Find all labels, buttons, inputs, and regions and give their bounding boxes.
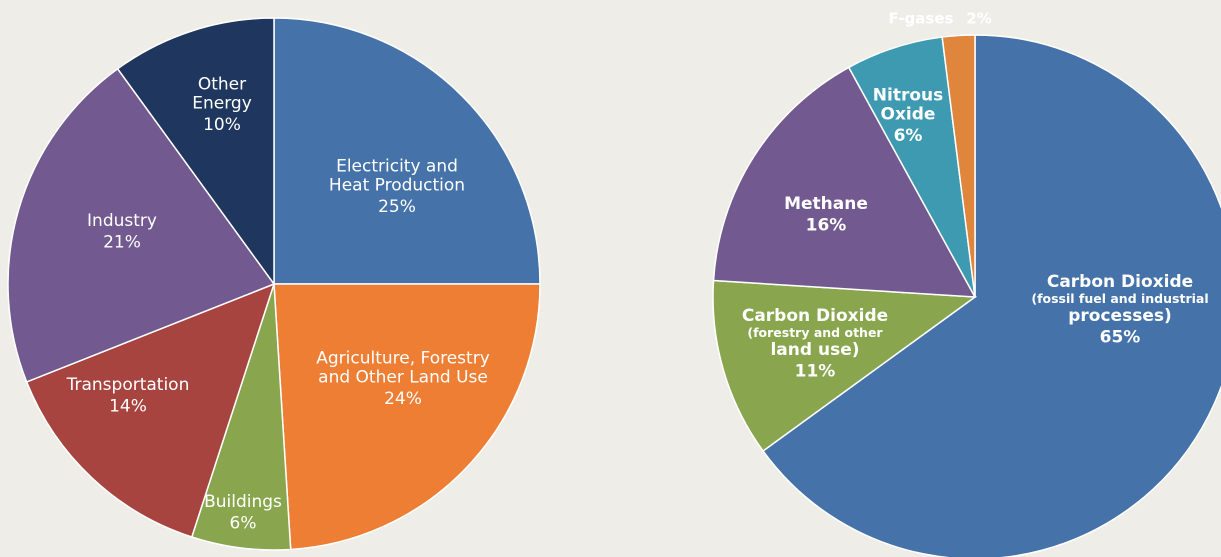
label-line: Oxide	[881, 105, 936, 125]
label-line: Transportation	[66, 375, 190, 395]
slice-label: Carbon Dioxide (forestry and other land us…	[742, 306, 888, 360]
slice-label: Transportation	[66, 375, 190, 395]
label-line: Energy	[192, 94, 252, 114]
slice-label: Buildings	[204, 492, 282, 512]
pie-slice	[761, 34, 1221, 557]
slice-value-label: 25%	[378, 197, 416, 217]
slice-value-label: 10%	[203, 115, 241, 135]
label-line: processes)	[1068, 306, 1172, 326]
slice-label: Other Energy	[192, 75, 252, 114]
label-line: Agriculture, Forestry	[316, 349, 490, 369]
label-line: Other	[198, 75, 246, 95]
pie-slice	[941, 34, 976, 298]
slice-label: Methane	[784, 194, 868, 214]
label-line: Industry	[87, 211, 157, 231]
pie-slice	[25, 282, 276, 538]
label-line: Carbon Dioxide	[1047, 272, 1193, 292]
pie-slice	[116, 17, 275, 287]
slice-value-label: 6%	[230, 514, 257, 534]
label-line: Buildings	[204, 492, 282, 512]
pie-slice	[712, 279, 978, 453]
pie-slice	[273, 283, 541, 551]
slice-label: Electricity and Heat Production	[329, 157, 465, 196]
slice-label: Nitrous Oxide	[873, 86, 943, 125]
slice-value-label: 11%	[795, 362, 836, 382]
slice-value-label: 16%	[806, 216, 847, 236]
label-line: Carbon Dioxide	[742, 306, 888, 326]
label-line: (forestry and other	[747, 325, 883, 340]
slice-value-label: 14%	[109, 397, 147, 417]
label-line: land use)	[770, 340, 859, 360]
slice-value-label: 21%	[103, 233, 141, 253]
label-line: Electricity and	[336, 157, 458, 177]
pie-slice	[7, 67, 276, 383]
slice-label: F-gases	[889, 10, 954, 28]
slice-value-label: 2%	[966, 10, 991, 28]
slice-label: Agriculture, Forestry and Other Land Use	[316, 349, 490, 388]
pie-slice	[273, 17, 541, 285]
pie-slice	[712, 66, 977, 298]
slice-value-label: 65%	[1100, 328, 1141, 348]
slice-label: Industry	[87, 211, 157, 231]
label-line: and Other Land Use	[318, 368, 488, 388]
label-line: (fossil fuel and industrial	[1031, 291, 1208, 306]
label-line: Heat Production	[329, 176, 465, 196]
label-line: Nitrous	[873, 86, 943, 106]
slice-label: Carbon Dioxide (fossil fuel and industria…	[1031, 272, 1208, 326]
slice-value-label: 6%	[894, 126, 923, 146]
slice-value-label: 24%	[384, 389, 422, 409]
label-line: Methane	[784, 194, 868, 214]
